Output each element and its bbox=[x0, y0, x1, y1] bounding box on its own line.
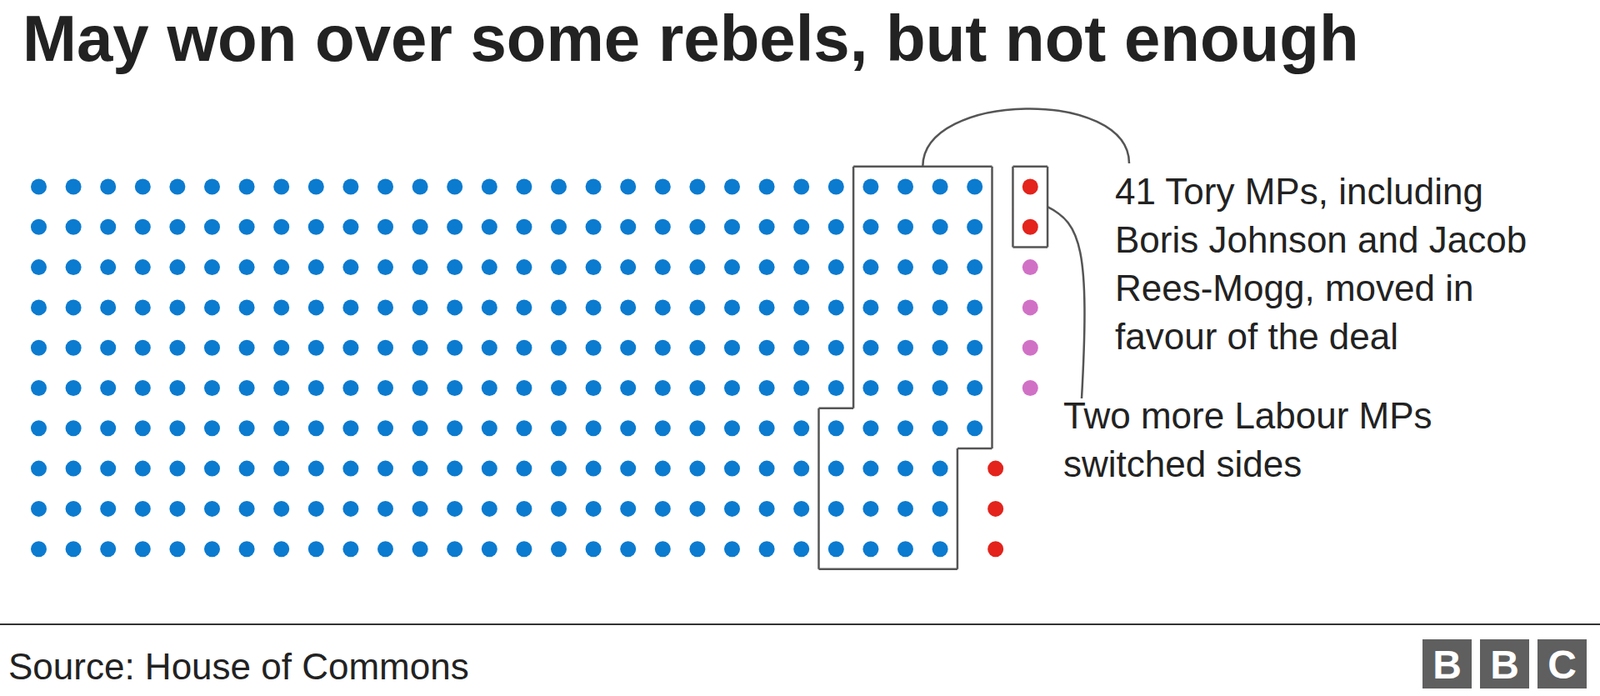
svg-text:B: B bbox=[1490, 642, 1520, 687]
svg-text:B: B bbox=[1432, 642, 1462, 687]
svg-text:Two more Labour MPsswitched si: Two more Labour MPsswitched sides bbox=[1063, 395, 1433, 485]
svg-text:Source: House of Commons: Source: House of Commons bbox=[8, 645, 470, 687]
svg-text:C: C bbox=[1547, 642, 1577, 687]
svg-text:41 Tory MPs, includingBoris Jo: 41 Tory MPs, includingBoris Johnson and … bbox=[1115, 170, 1527, 357]
svg-text:May won over some rebels, but: May won over some rebels, but not enough bbox=[22, 1, 1360, 75]
